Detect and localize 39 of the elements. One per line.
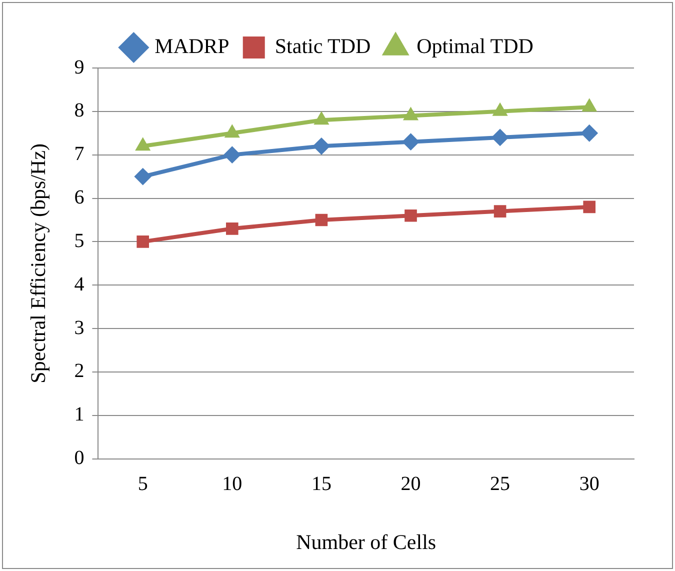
point — [224, 146, 241, 164]
point — [492, 102, 508, 116]
point — [314, 112, 329, 125]
x-axis-title: Number of Cells — [296, 530, 436, 554]
x-tick-label: 20 — [400, 473, 421, 496]
y-tick-label: 9 — [74, 56, 84, 78]
x-tick-label: 5 — [138, 473, 148, 496]
point — [224, 124, 240, 138]
legend-label: Static TDD — [274, 34, 371, 58]
point — [403, 107, 418, 120]
y-tick-label: 6 — [74, 186, 84, 209]
legend-label: MADRP — [154, 34, 230, 58]
point — [136, 236, 150, 248]
point — [312, 138, 330, 155]
x-tick-label: 15 — [311, 473, 332, 496]
point — [492, 128, 509, 146]
y-tick-label: 5 — [74, 230, 84, 252]
point — [134, 168, 152, 186]
point — [494, 205, 506, 218]
point — [404, 209, 417, 222]
y-tick-label: 4 — [74, 273, 84, 296]
x-tick-label: 30 — [579, 473, 600, 496]
point — [315, 214, 328, 226]
legend-label: Optimal TDD — [416, 34, 534, 58]
x-tick-label: 10 — [222, 473, 242, 496]
y-tick-label: 3 — [74, 316, 84, 339]
y-axis-title: Spectral Efficiency (bps/Hz) — [26, 143, 50, 384]
point — [226, 222, 238, 235]
y-tick-label: 0 — [74, 447, 84, 470]
point — [582, 98, 597, 112]
y-tick-label: 7 — [74, 143, 84, 166]
y-tick-label: 8 — [74, 100, 84, 122]
point — [583, 200, 596, 214]
point — [402, 133, 420, 150]
point — [580, 124, 598, 142]
point — [135, 138, 150, 151]
y-tick-label: 1 — [74, 404, 84, 426]
x-tick-label: 25 — [490, 473, 510, 496]
y-tick-label: 2 — [74, 360, 84, 382]
